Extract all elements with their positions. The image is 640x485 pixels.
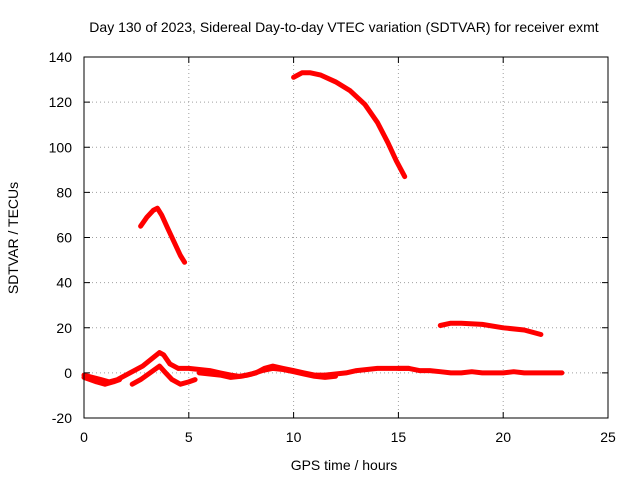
axis-ticks: 0 5 10 15 20 25 -20 0 20 40 60 80 100 120 140 bbox=[49, 49, 616, 445]
chart-title: Day 130 of 2023, Sidereal Day-to-day VTE… bbox=[89, 19, 598, 35]
x-tick-label: 10 bbox=[286, 429, 302, 445]
y-tick-label: 40 bbox=[56, 275, 72, 291]
y-tick-label: 60 bbox=[56, 230, 72, 246]
series-arc-e bbox=[81, 374, 123, 387]
series-arc-a bbox=[138, 205, 188, 265]
series-group bbox=[81, 70, 565, 387]
y-tick-label: 0 bbox=[64, 365, 72, 381]
y-tick-label: 80 bbox=[56, 184, 72, 200]
series-arc-h bbox=[196, 365, 338, 380]
y-tick-label: 120 bbox=[49, 94, 73, 110]
x-tick-label: 25 bbox=[600, 429, 616, 445]
y-axis-label: SDTVAR / TECUs bbox=[5, 182, 21, 294]
series-arc-b bbox=[291, 70, 408, 180]
x-tick-label: 5 bbox=[185, 429, 193, 445]
y-tick-label: 140 bbox=[49, 49, 73, 65]
series-arc-i bbox=[395, 365, 565, 376]
x-axis-label: GPS time / hours bbox=[291, 457, 398, 473]
plot-frame bbox=[83, 56, 609, 419]
x-tick-label: 20 bbox=[495, 429, 511, 445]
series-arc-d bbox=[81, 350, 181, 385]
y-tick-label: 20 bbox=[56, 320, 72, 336]
series-arc-f bbox=[129, 363, 198, 387]
series-arc-c bbox=[437, 320, 544, 337]
x-tick-label: 15 bbox=[391, 429, 407, 445]
x-tick-label: 0 bbox=[80, 429, 88, 445]
y-tick-label: -20 bbox=[52, 410, 72, 426]
grid bbox=[84, 57, 608, 418]
y-tick-label: 100 bbox=[49, 139, 73, 155]
